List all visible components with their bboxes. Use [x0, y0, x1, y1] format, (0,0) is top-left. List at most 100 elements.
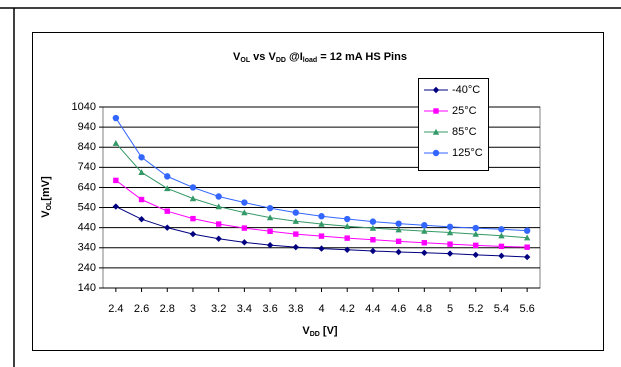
y-axis-label-part: OL	[46, 200, 53, 210]
marker	[215, 203, 222, 210]
chart-title-part: OL	[240, 57, 250, 64]
marker	[344, 235, 350, 241]
marker	[421, 227, 428, 234]
marker	[112, 203, 120, 210]
chart-title-part: load	[303, 57, 317, 64]
marker	[241, 199, 248, 206]
marker	[421, 249, 428, 257]
marker	[446, 229, 454, 236]
marker	[112, 140, 120, 146]
marker	[189, 195, 197, 202]
x-tick-label: 2.4	[108, 303, 123, 315]
marker	[215, 221, 222, 227]
x-tick-label: 4.4	[365, 303, 380, 315]
marker	[292, 243, 299, 251]
marker	[524, 244, 530, 250]
x-tick-label: 2.6	[134, 303, 149, 315]
y-axis-label-part: V	[40, 210, 52, 218]
marker	[446, 250, 454, 257]
marker	[498, 226, 505, 233]
chart-title-part: = 12 mA HS Pins	[317, 51, 407, 63]
legend-label: -40°C	[452, 84, 480, 96]
marker	[266, 241, 274, 249]
x-axis-label-part: [V]	[320, 325, 338, 337]
marker	[344, 246, 351, 253]
marker	[112, 114, 120, 122]
marker	[421, 240, 428, 246]
marker	[293, 231, 299, 237]
y-tick-label: 740	[78, 161, 96, 173]
marker	[447, 241, 453, 247]
marker	[472, 251, 479, 259]
y-tick-label: 140	[78, 282, 96, 294]
marker	[433, 108, 439, 114]
y-axis-label-part: [mV]	[40, 176, 52, 201]
marker	[138, 169, 145, 176]
y-tick-label: 840	[78, 141, 96, 153]
marker	[292, 218, 299, 224]
y-tick-label: 940	[78, 121, 96, 133]
x-axis-label: VDD [V]	[302, 325, 338, 338]
y-tick-label: 1040	[72, 101, 96, 113]
legend-box	[418, 78, 489, 171]
marker	[267, 228, 273, 234]
marker	[395, 238, 402, 245]
x-axis-label-part: V	[302, 325, 310, 337]
marker	[292, 209, 299, 216]
marker	[138, 154, 145, 161]
x-tick-label: 3	[190, 303, 196, 315]
y-tick-label: 440	[78, 222, 96, 234]
marker	[266, 204, 274, 212]
y-axis-label: VOL[mV]	[40, 176, 53, 218]
chart-title: VOL vs VDD @Iload = 12 mA HS Pins	[233, 51, 407, 64]
marker	[164, 224, 171, 231]
marker	[241, 239, 248, 246]
x-tick-label: 5	[447, 303, 453, 315]
x-tick-label: 3.4	[237, 303, 252, 315]
chart-title-part: vs V	[250, 51, 276, 63]
marker	[498, 252, 505, 260]
marker	[369, 218, 377, 225]
legend-label: 125°C	[452, 147, 483, 159]
marker	[318, 213, 325, 220]
marker	[395, 220, 402, 227]
marker	[164, 208, 170, 214]
x-axis-label-part: DD	[310, 331, 320, 338]
marker	[432, 128, 440, 135]
x-tick-label: 4	[318, 303, 324, 315]
marker	[318, 245, 325, 252]
x-tick-label: 3.8	[288, 303, 303, 315]
marker	[215, 193, 222, 200]
marker	[344, 223, 351, 229]
marker	[369, 247, 377, 255]
x-tick-label: 4.2	[340, 303, 355, 315]
marker	[523, 227, 531, 234]
marker	[138, 216, 145, 223]
marker	[189, 184, 197, 191]
marker	[395, 226, 402, 233]
marker	[164, 185, 171, 192]
x-tick-label: 3.2	[211, 303, 226, 315]
marker	[164, 173, 171, 180]
x-tick-label: 5.2	[468, 303, 483, 315]
x-tick-label: 4.6	[391, 303, 406, 315]
x-tick-label: 4.8	[417, 303, 432, 315]
marker	[421, 222, 428, 229]
marker	[344, 215, 351, 223]
marker	[432, 86, 440, 94]
marker	[113, 177, 119, 184]
legend-label: 25°C	[452, 105, 477, 117]
x-tick-label: 3.6	[262, 303, 277, 315]
marker	[369, 224, 377, 231]
marker	[138, 196, 145, 203]
marker	[241, 225, 248, 231]
x-tick-label: 5.4	[494, 303, 509, 315]
y-tick-label: 640	[78, 181, 96, 193]
chart-title-part: V	[233, 51, 241, 63]
marker	[189, 230, 197, 238]
marker	[190, 215, 196, 222]
marker	[472, 230, 479, 237]
legend: -40°C 25°C 85°C 125°C	[418, 78, 489, 171]
